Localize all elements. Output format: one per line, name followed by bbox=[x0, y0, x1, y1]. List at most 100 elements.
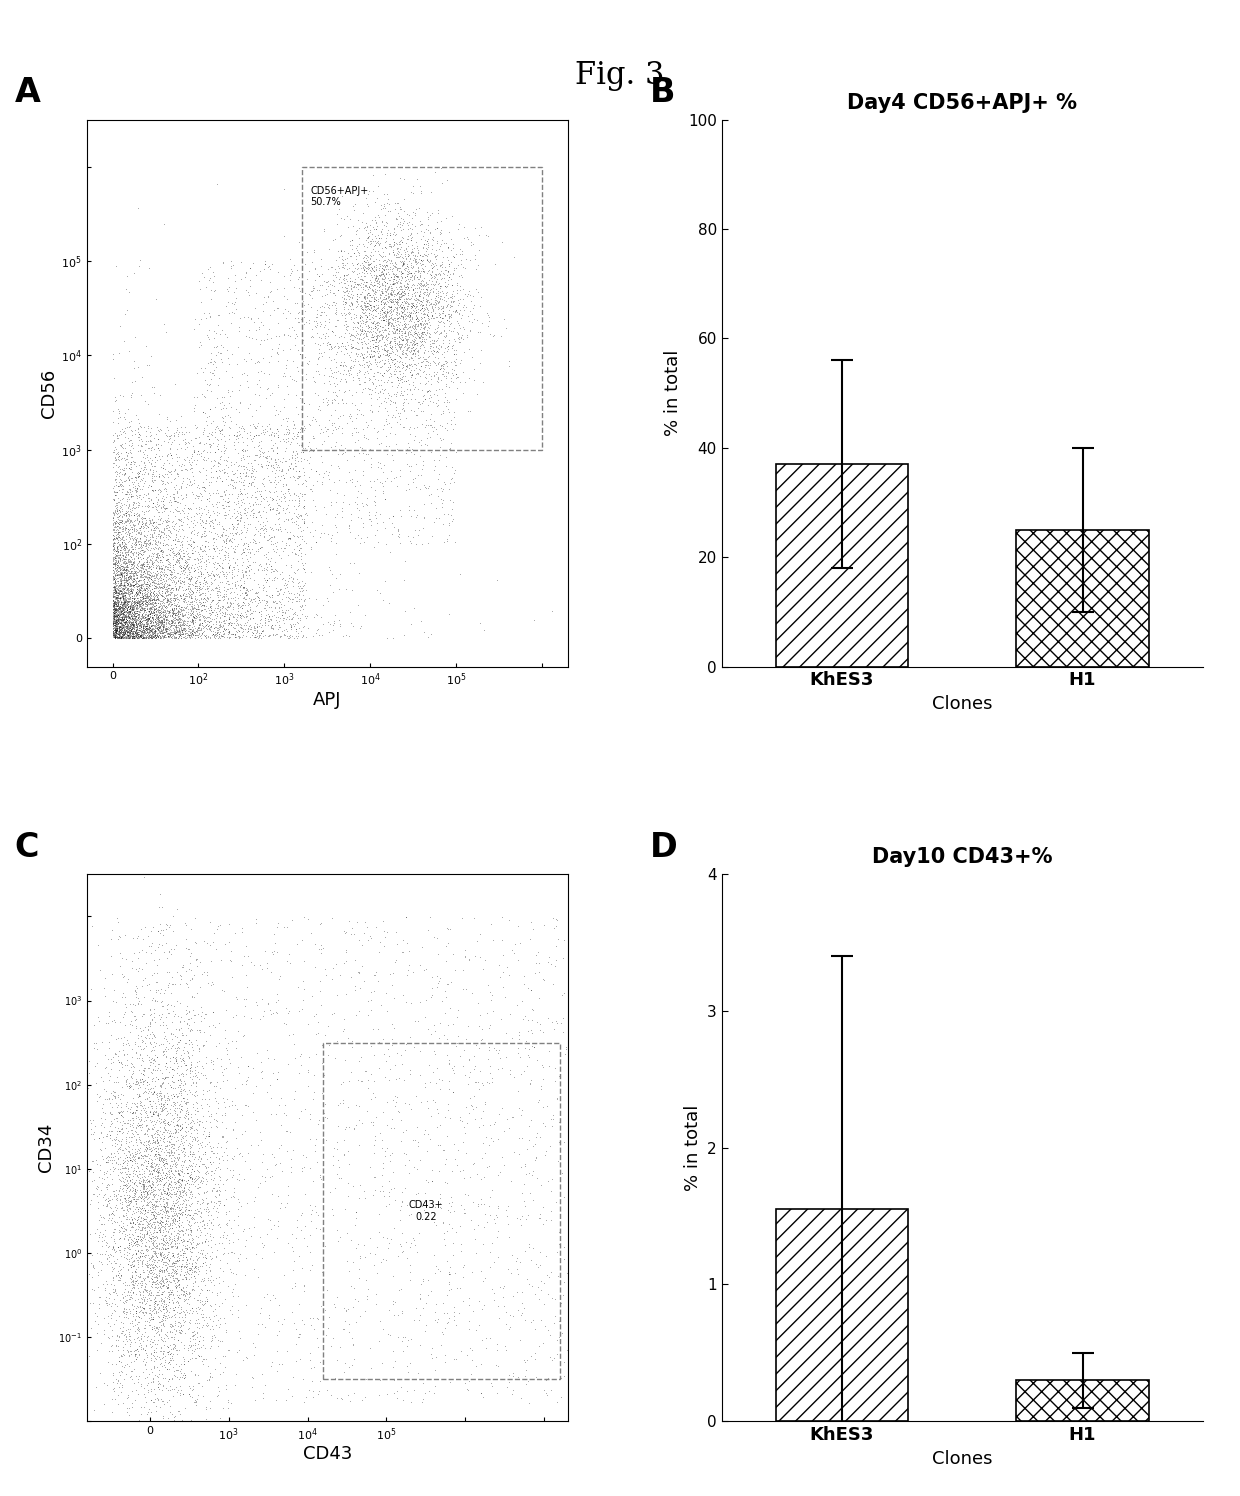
Point bbox=[155, 1065, 175, 1089]
Point bbox=[171, 615, 191, 639]
Point bbox=[108, 549, 128, 573]
Point bbox=[76, 1212, 95, 1236]
Point bbox=[526, 1318, 546, 1342]
Point bbox=[263, 1182, 283, 1206]
Point bbox=[239, 537, 259, 561]
Point bbox=[433, 295, 453, 319]
Point bbox=[128, 555, 148, 579]
Point bbox=[174, 501, 193, 525]
Point bbox=[120, 1210, 140, 1234]
Point bbox=[187, 1231, 207, 1255]
Point bbox=[396, 370, 415, 393]
Point bbox=[187, 1191, 207, 1215]
Point bbox=[117, 589, 136, 613]
Point bbox=[241, 274, 260, 298]
Point bbox=[151, 1312, 171, 1336]
Point bbox=[470, 1115, 490, 1138]
Point bbox=[107, 579, 126, 603]
Point bbox=[107, 624, 126, 648]
Point bbox=[420, 1191, 440, 1215]
Point bbox=[138, 1180, 157, 1204]
Point bbox=[155, 1067, 175, 1091]
Point bbox=[211, 485, 231, 509]
Point bbox=[246, 459, 265, 483]
Point bbox=[181, 1251, 201, 1275]
Point bbox=[320, 612, 340, 636]
Point bbox=[368, 295, 388, 319]
Point bbox=[227, 610, 247, 634]
Point bbox=[223, 516, 243, 540]
Point bbox=[196, 612, 216, 636]
Point bbox=[193, 580, 213, 604]
Point bbox=[180, 447, 200, 471]
Point bbox=[120, 545, 140, 568]
Point bbox=[129, 503, 149, 527]
Point bbox=[190, 1170, 210, 1194]
Point bbox=[217, 338, 237, 362]
Point bbox=[231, 509, 250, 533]
Point bbox=[120, 1147, 140, 1171]
Point bbox=[150, 1282, 170, 1306]
Point bbox=[228, 512, 248, 536]
Point bbox=[384, 325, 404, 349]
Point bbox=[103, 583, 123, 607]
Point bbox=[396, 405, 415, 429]
Point bbox=[377, 283, 397, 307]
Point bbox=[191, 600, 211, 624]
Point bbox=[109, 610, 129, 634]
Point bbox=[191, 582, 211, 606]
Point bbox=[130, 527, 150, 551]
Point bbox=[94, 1306, 114, 1330]
Point bbox=[123, 622, 143, 646]
Point bbox=[388, 368, 408, 392]
Point bbox=[429, 350, 449, 374]
Point bbox=[374, 293, 394, 317]
Point bbox=[144, 1300, 164, 1324]
Point bbox=[350, 353, 370, 377]
Point bbox=[361, 316, 381, 340]
Point bbox=[151, 583, 171, 607]
Point bbox=[232, 560, 252, 583]
Point bbox=[105, 560, 125, 583]
Point bbox=[384, 266, 404, 290]
Point bbox=[444, 364, 464, 387]
Point bbox=[424, 292, 444, 316]
Point bbox=[207, 1195, 227, 1219]
Point bbox=[140, 586, 160, 610]
Point bbox=[105, 615, 125, 639]
Point bbox=[107, 598, 126, 622]
Point bbox=[145, 1242, 165, 1266]
Point bbox=[542, 951, 562, 975]
Point bbox=[386, 262, 405, 286]
Point bbox=[339, 284, 358, 308]
Point bbox=[92, 1138, 112, 1162]
Point bbox=[114, 622, 134, 646]
Point bbox=[112, 554, 131, 577]
Point bbox=[135, 1185, 155, 1209]
Point bbox=[113, 1165, 133, 1189]
Point bbox=[444, 245, 464, 269]
Point bbox=[166, 1478, 186, 1496]
Point bbox=[205, 335, 224, 359]
Point bbox=[133, 974, 153, 998]
Point bbox=[134, 462, 154, 486]
Point bbox=[138, 1071, 157, 1095]
Point bbox=[439, 1306, 459, 1330]
Point bbox=[124, 1231, 144, 1255]
Point bbox=[131, 1336, 151, 1360]
Point bbox=[114, 1299, 134, 1322]
Point bbox=[440, 1278, 460, 1302]
Point bbox=[162, 1378, 182, 1402]
Point bbox=[405, 304, 425, 328]
Point bbox=[181, 522, 201, 546]
Point bbox=[114, 468, 134, 492]
Point bbox=[342, 292, 362, 316]
Point bbox=[144, 1134, 164, 1158]
Point bbox=[144, 1100, 164, 1123]
Point bbox=[128, 1155, 148, 1179]
Point bbox=[150, 615, 170, 639]
Point bbox=[443, 289, 463, 313]
Point bbox=[330, 335, 350, 359]
Point bbox=[124, 1294, 144, 1318]
Point bbox=[177, 501, 197, 525]
